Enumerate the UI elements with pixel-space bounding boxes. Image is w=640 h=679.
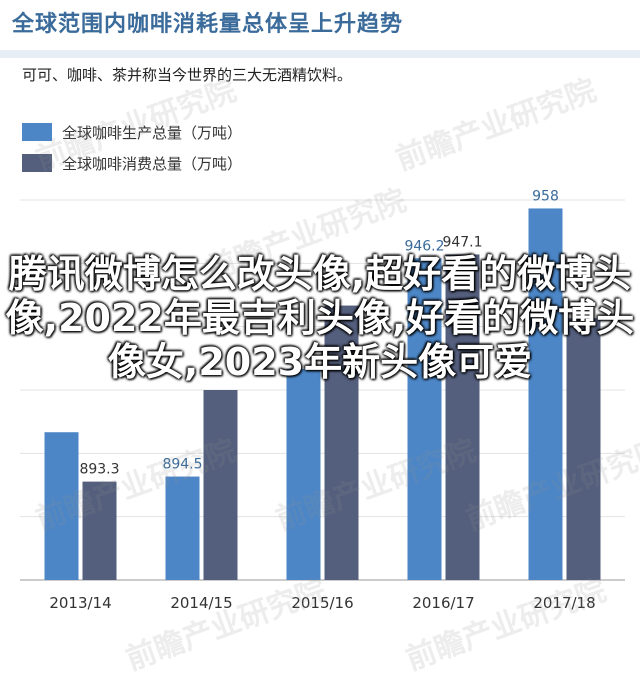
chart-subtitle: 可可、咖啡、茶并称当今世界的三大无酒精饮料。: [22, 66, 353, 84]
legend-item-consumption: 全球咖啡消费总量（万吨）: [22, 149, 242, 177]
legend-item-production: 全球咖啡生产总量（万吨）: [22, 118, 242, 146]
title-divider: [0, 50, 640, 58]
legend-swatch-consumption: [22, 154, 52, 172]
bar-consumption: [445, 254, 480, 580]
bar-production: [165, 476, 200, 580]
bar-consumption: [324, 305, 359, 580]
bar-consumption: [82, 481, 117, 580]
x-tick-label: 2013/14: [49, 594, 111, 612]
overlay-caption: 腾讯微博怎么改头像,超好看的微博头像,2022年最吉利头像,好看的微博头像女,2…: [5, 252, 635, 384]
legend-label-consumption: 全球咖啡消费总量（万吨）: [62, 154, 243, 173]
data-label-consumption: 947.1: [442, 234, 482, 250]
data-label-production: 894.5: [162, 457, 202, 473]
x-tick-label: 2015/16: [291, 594, 353, 612]
x-tick-label: 2016/17: [412, 594, 474, 612]
bar-consumption: [203, 390, 238, 580]
x-tick-label: 2014/15: [170, 594, 232, 612]
legend: 全球咖啡生产总量（万吨） 全球咖啡消费总量（万吨）: [22, 118, 242, 180]
bar-consumption: [566, 318, 601, 580]
data-label-production: 958: [532, 188, 559, 204]
x-tick-label: 2017/18: [533, 594, 595, 612]
bar-production: [286, 368, 321, 580]
bar-production: [528, 208, 563, 580]
data-label-production: 946.2: [404, 238, 444, 254]
chart-title: 全球范围内咖啡消耗量总体呈上升趋势: [12, 12, 404, 37]
bar-production: [407, 258, 442, 580]
data-label-consumption: 893.3: [79, 462, 119, 478]
legend-swatch-production: [22, 123, 52, 141]
legend-label-production: 全球咖啡生产总量（万吨）: [62, 123, 243, 142]
bar-production: [44, 432, 79, 580]
